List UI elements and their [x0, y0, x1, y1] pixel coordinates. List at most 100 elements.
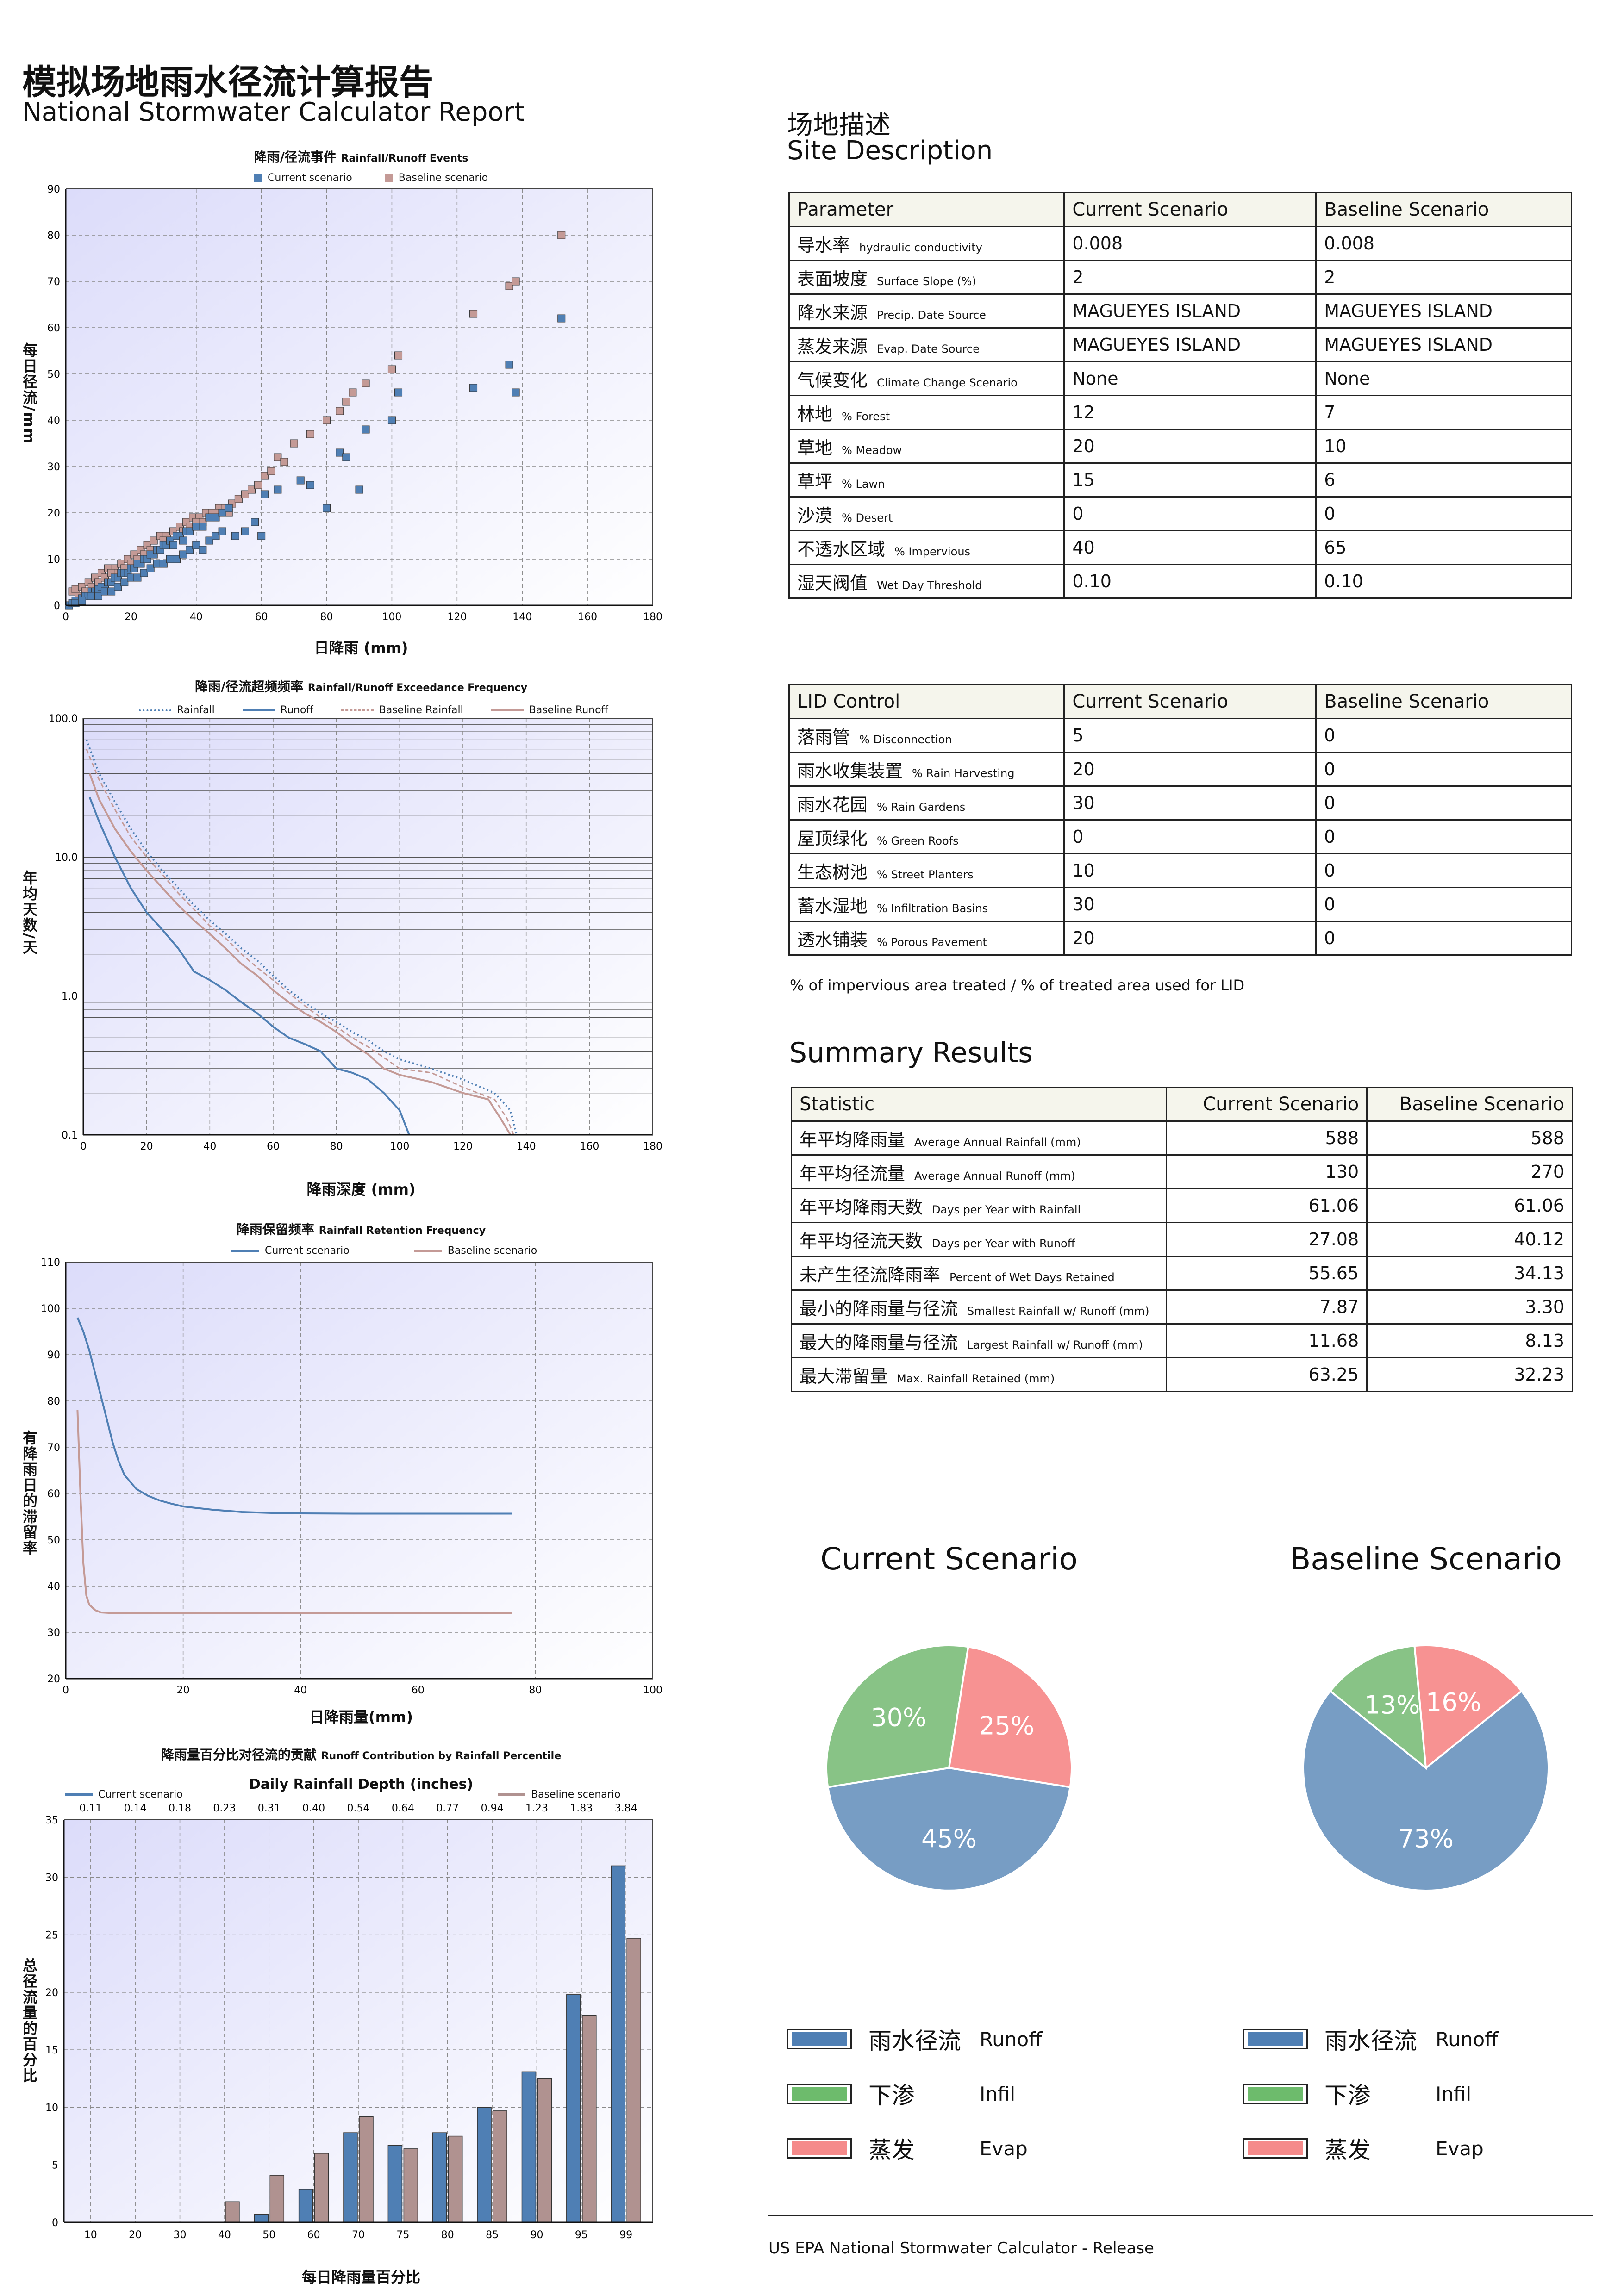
lid-param-cell: 蓄水湿地 % Infiltration Basins [788, 887, 1065, 922]
pie-legend-label-en: Evap [1436, 2137, 1484, 2160]
pie-slice [1413, 1644, 1523, 1770]
y-tick-label: 70 [47, 276, 60, 288]
lid-param-cell: 雨水花园 % Rain Gardens [788, 785, 1065, 821]
data-point [355, 485, 363, 494]
pie-legend-label-zh: 下渗 [1324, 2082, 1371, 2109]
plot-area [66, 1262, 653, 1679]
summary-label-zh: 年平均径流天数 [800, 1231, 923, 1251]
summary-label-en: Largest Rainfall w/ Runoff (mm) [967, 1338, 1143, 1351]
y-tick-label: 60 [47, 1488, 60, 1500]
lid-row: 屋顶绿化 % Green Roofs 0 0 [788, 819, 1572, 854]
data-point [323, 416, 331, 424]
pie-slice [1329, 1644, 1427, 1770]
pie-legend-item: 下渗 Infil [1243, 2077, 1471, 2110]
pie-legend-label-en: Runoff [980, 2028, 1043, 2051]
series-line [88, 796, 410, 1135]
summary-baseline-value: 270 [1366, 1154, 1573, 1189]
x-tick-label: 20 [129, 2229, 142, 2241]
data-point [342, 453, 350, 461]
pie-legend-swatch [1243, 2138, 1308, 2159]
legend-line-rainfall [139, 709, 171, 711]
lid-baseline-value: 0 [1315, 718, 1572, 753]
chart4-plot: 100.11200.14300.18400.23500.31600.40700.… [45, 1803, 653, 2241]
summary-label-zh: 最大的降雨量与径流 [800, 1332, 958, 1353]
report-title-en: National Stormwater Calculator Report [22, 97, 525, 127]
lid-label-en: % Rain Gardens [877, 800, 966, 814]
site-header-current: Current Scenario [1063, 192, 1317, 227]
pie-current-title: Current Scenario [820, 1541, 1078, 1577]
site-current-value: MAGUEYES ISLAND [1063, 327, 1317, 362]
pie-legend-label-zh: 雨水径流 [868, 2028, 961, 2054]
lid-header-baseline: Baseline Scenario [1315, 684, 1572, 719]
pie-legend-item: 雨水径流 Runoff [787, 2022, 1042, 2056]
x-tick-label: 60 [307, 2229, 320, 2241]
legend-line-baseline-rainfall [341, 709, 374, 711]
top-axis-tick-label: 0.14 [124, 1803, 147, 1814]
lid-label-zh: 蓄水湿地 [797, 896, 868, 916]
data-point [323, 504, 331, 512]
site-header-baseline: Baseline Scenario [1315, 192, 1572, 227]
pie-legend-item: 蒸发 Evap [1243, 2132, 1484, 2165]
x-tick-label: 80 [320, 611, 333, 623]
bar [493, 2110, 507, 2223]
site-baseline-value: 2 [1315, 260, 1572, 295]
summary-param-cell: 最大的降雨量与径流 Largest Rainfall w/ Runoff (mm) [791, 1323, 1167, 1358]
lid-header-current: Current Scenario [1063, 684, 1317, 719]
pie-current: 45% 30% 25% [825, 1644, 1073, 1892]
lid-row: 雨水花园 % Rain Gardens 30 0 [788, 785, 1572, 821]
summary-current-value: 55.65 [1165, 1256, 1368, 1291]
chart1-title: 降雨/径流事件 Rainfall/Runoff Events [65, 147, 657, 166]
bar [626, 1938, 641, 2223]
data-point [306, 430, 314, 438]
lid-header-control: LID Control [788, 684, 1065, 719]
summary-param-cell: 未产生径流降雨率 Percent of Wet Days Retained [791, 1256, 1167, 1291]
site-current-value: 12 [1063, 395, 1317, 430]
site-baseline-value: MAGUEYES ISLAND [1315, 293, 1572, 329]
bar [298, 2189, 313, 2223]
data-point [78, 597, 86, 605]
summary-header-current: Current Scenario [1165, 1087, 1368, 1122]
chart1-title-zh: 降雨/径流事件 [254, 149, 337, 165]
data-point [251, 518, 259, 526]
lid-label-zh: 生态树池 [797, 862, 868, 883]
summary-row: 年平均径流量 Average Annual Runoff (mm) 130 270 [791, 1154, 1573, 1189]
site-param-cell: 蒸发来源 Evap. Date Source [788, 327, 1065, 362]
site-param-cell: 表面坡度 Surface Slope (%) [788, 260, 1065, 295]
chart2-title-zh: 降雨/径流超频频率 [194, 679, 304, 694]
top-axis-tick-label: 0.23 [213, 1803, 236, 1814]
data-point [557, 231, 566, 239]
pie-legend-label-en: Infil [1436, 2082, 1472, 2105]
data-point [218, 509, 226, 517]
y-tick-label: 40 [47, 1581, 60, 1593]
x-tick-label: 60 [267, 1141, 280, 1152]
summary-header-statistic: Statistic [791, 1087, 1167, 1122]
report-title-zh: 模拟场地雨水径流计算报告 [22, 62, 433, 102]
data-point [349, 388, 357, 397]
pie-legend-label-zh: 下渗 [868, 2082, 915, 2109]
site-row: 表面坡度 Surface Slope (%) 2 2 [788, 260, 1572, 295]
x-tick-label: 20 [177, 1685, 190, 1696]
site-current-value: 0.10 [1063, 564, 1317, 599]
y-tick-label: 20 [45, 1987, 58, 1999]
x-tick-label: 0 [62, 611, 69, 623]
series-line [76, 1317, 512, 1515]
y-tick-label: 30 [47, 1627, 60, 1639]
site-label-en: Evap. Date Source [877, 342, 980, 355]
y-tick-label: 15 [45, 2045, 58, 2056]
y-tick-label: 80 [47, 230, 60, 242]
site-label-en: % Meadow [842, 443, 902, 457]
y-tick-label: 60 [47, 323, 60, 334]
x-tick-label: 160 [580, 1141, 599, 1152]
data-point [505, 361, 513, 369]
x-tick-label: 160 [578, 611, 597, 623]
x-tick-label: 30 [174, 2229, 187, 2241]
y-tick-label: 90 [47, 1350, 60, 1361]
x-tick-label: 180 [643, 611, 662, 623]
site-param-cell: 沙漠 % Desert [788, 496, 1065, 531]
summary-label-zh: 年平均降雨量 [800, 1129, 906, 1150]
data-point [296, 476, 305, 485]
site-label-zh: 不透水区域 [797, 539, 886, 560]
site-label-zh: 沙漠 [797, 505, 833, 526]
x-tick-label: 60 [255, 611, 268, 623]
